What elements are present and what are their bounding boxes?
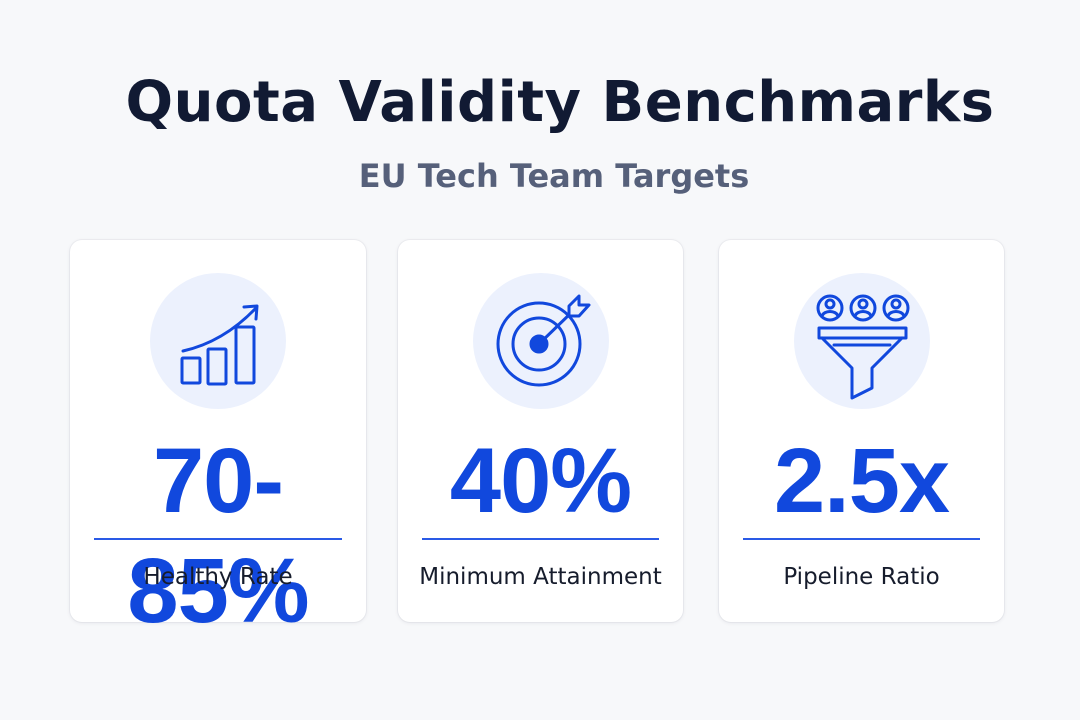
target-icon	[472, 273, 609, 409]
pipeline-ratio-value: 2.5x	[773, 430, 950, 532]
benchmark-card-healthy-rate: 70-85% Healthy Rate	[70, 240, 366, 642]
page-title: Quota Validity Benchmarks	[125, 70, 995, 135]
healthy-rate-value: 70-85%	[127, 430, 309, 642]
benchmark-card-pipeline-ratio: 2.5x Pipeline Ratio	[719, 240, 1004, 622]
page-subtitle: EU Tech Team Targets	[358, 157, 750, 195]
divider	[94, 538, 342, 540]
divider	[743, 538, 980, 540]
pipeline-ratio-label: Pipeline Ratio	[783, 564, 940, 590]
minimum-attainment-value: 40%	[449, 430, 632, 532]
divider	[422, 538, 659, 540]
benchmark-card-minimum-attainment: 40% Minimum Attainment	[398, 240, 683, 622]
healthy-rate-label: Healthy Rate	[143, 564, 293, 590]
funnel-icon	[793, 273, 930, 409]
growth-chart-icon	[150, 273, 286, 409]
minimum-attainment-label: Minimum Attainment	[419, 564, 662, 590]
